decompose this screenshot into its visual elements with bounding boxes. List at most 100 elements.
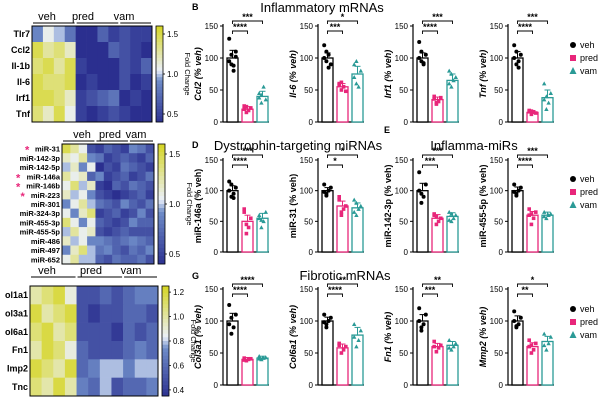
data-point xyxy=(514,324,519,329)
colorbar-segment xyxy=(158,156,165,161)
data-point xyxy=(512,56,517,60)
colorbar-segment xyxy=(162,359,169,364)
heatmap-cell xyxy=(103,190,113,200)
colorbar-segment xyxy=(158,260,165,265)
heatmap-cell xyxy=(30,322,42,342)
heatmap-cell xyxy=(86,106,98,123)
data-point xyxy=(263,97,268,102)
heatmap-cell xyxy=(137,217,146,228)
data-point xyxy=(447,345,452,350)
legend-label: vam xyxy=(580,330,597,340)
heatmap-row-label: miR-142-5p xyxy=(20,163,61,172)
data-point xyxy=(449,211,454,216)
data-point xyxy=(449,219,454,224)
heatmap-row-label: ol6a1 xyxy=(5,327,28,337)
colorbar-segment xyxy=(156,118,163,123)
data-point xyxy=(261,84,266,89)
colorbar-tick-label: 1.5 xyxy=(169,150,181,159)
data-point xyxy=(259,100,264,105)
heatmap-cell xyxy=(64,26,76,43)
colorbar-segment xyxy=(162,319,169,323)
colorbar-segment xyxy=(156,83,163,88)
heatmap-cell xyxy=(78,208,88,219)
heatmap-cell xyxy=(75,90,87,107)
colorbar-segment xyxy=(158,144,165,149)
heatmap-cell xyxy=(95,180,105,191)
heatmap-cell xyxy=(62,162,71,172)
data-point xyxy=(227,322,232,327)
significance-label: *** xyxy=(242,146,253,156)
colorbar-segment xyxy=(158,224,165,229)
heatmap-cell xyxy=(78,144,88,154)
y-axis-label: Fn1 (% veh) xyxy=(383,312,393,363)
colorbar-tick-label: 1.0 xyxy=(173,313,185,322)
colorbar-segment xyxy=(158,232,165,237)
y-tick-label: 50 xyxy=(494,217,503,226)
data-point xyxy=(246,357,251,362)
data-point xyxy=(339,80,344,85)
colorbar-segment xyxy=(158,228,165,233)
significance-bracket xyxy=(232,20,263,24)
heatmap-cell xyxy=(62,153,71,163)
y-axis-label: Il-6 (% veh) xyxy=(288,50,298,98)
significance-bracket xyxy=(232,293,248,297)
data-point xyxy=(337,195,341,199)
colorbar-segment xyxy=(156,51,163,56)
data-point xyxy=(263,209,268,214)
data-point xyxy=(447,209,452,214)
data-point xyxy=(354,200,359,205)
data-point xyxy=(354,213,359,217)
data-point xyxy=(423,312,428,317)
data-point xyxy=(354,59,359,63)
significance-label: **** xyxy=(240,275,255,285)
significance-label: *** xyxy=(330,22,341,32)
heatmap-cell xyxy=(41,377,54,397)
data-point xyxy=(244,358,249,363)
data-point xyxy=(324,59,329,64)
heatmap-cell xyxy=(78,245,88,256)
y-tick-label: 100 xyxy=(205,54,219,63)
y-axis-label: miR-142-3p (% veh) xyxy=(383,164,393,247)
colorbar-segment xyxy=(162,392,169,397)
data-point xyxy=(322,312,327,317)
data-point xyxy=(417,319,422,323)
data-point xyxy=(249,356,253,361)
section-title-fibrotic: Fibrotic mRNAs xyxy=(299,268,391,283)
heatmap-cell xyxy=(32,42,44,59)
colorbar-segment xyxy=(158,192,165,197)
heatmap-cell xyxy=(64,359,77,378)
data-point xyxy=(453,75,458,79)
colorbar-segment xyxy=(162,352,169,356)
heatmap-cell xyxy=(78,217,88,228)
star-icon: * xyxy=(21,191,26,203)
colorbar-segment xyxy=(156,32,163,36)
heatmap-cell xyxy=(76,304,89,323)
y-tick-label: 100 xyxy=(300,317,314,326)
data-point xyxy=(434,214,439,219)
heatmap-cell xyxy=(137,208,146,219)
significance-bracket xyxy=(517,164,533,168)
heatmap-cell xyxy=(141,90,153,107)
bar-vam xyxy=(351,207,364,253)
heatmap-cell xyxy=(95,208,105,219)
data-point xyxy=(436,99,441,104)
colorbar-segment xyxy=(162,297,169,301)
data-point xyxy=(341,207,346,211)
data-point xyxy=(516,65,521,70)
data-point xyxy=(352,75,357,79)
data-point xyxy=(542,331,547,336)
star-icon: * xyxy=(16,172,21,184)
heatmap-cell xyxy=(134,341,147,360)
colorbar-tick-label: 0.8 xyxy=(173,337,185,346)
colorbar-segment xyxy=(162,300,169,305)
data-point xyxy=(249,106,253,110)
data-point xyxy=(432,339,436,344)
heatmap-cell xyxy=(53,106,66,123)
colorbar-segment xyxy=(158,248,165,253)
data-point xyxy=(339,88,344,92)
significance-label: **** xyxy=(233,156,248,166)
heatmap-cell xyxy=(130,42,142,59)
bar-vam xyxy=(351,73,364,123)
